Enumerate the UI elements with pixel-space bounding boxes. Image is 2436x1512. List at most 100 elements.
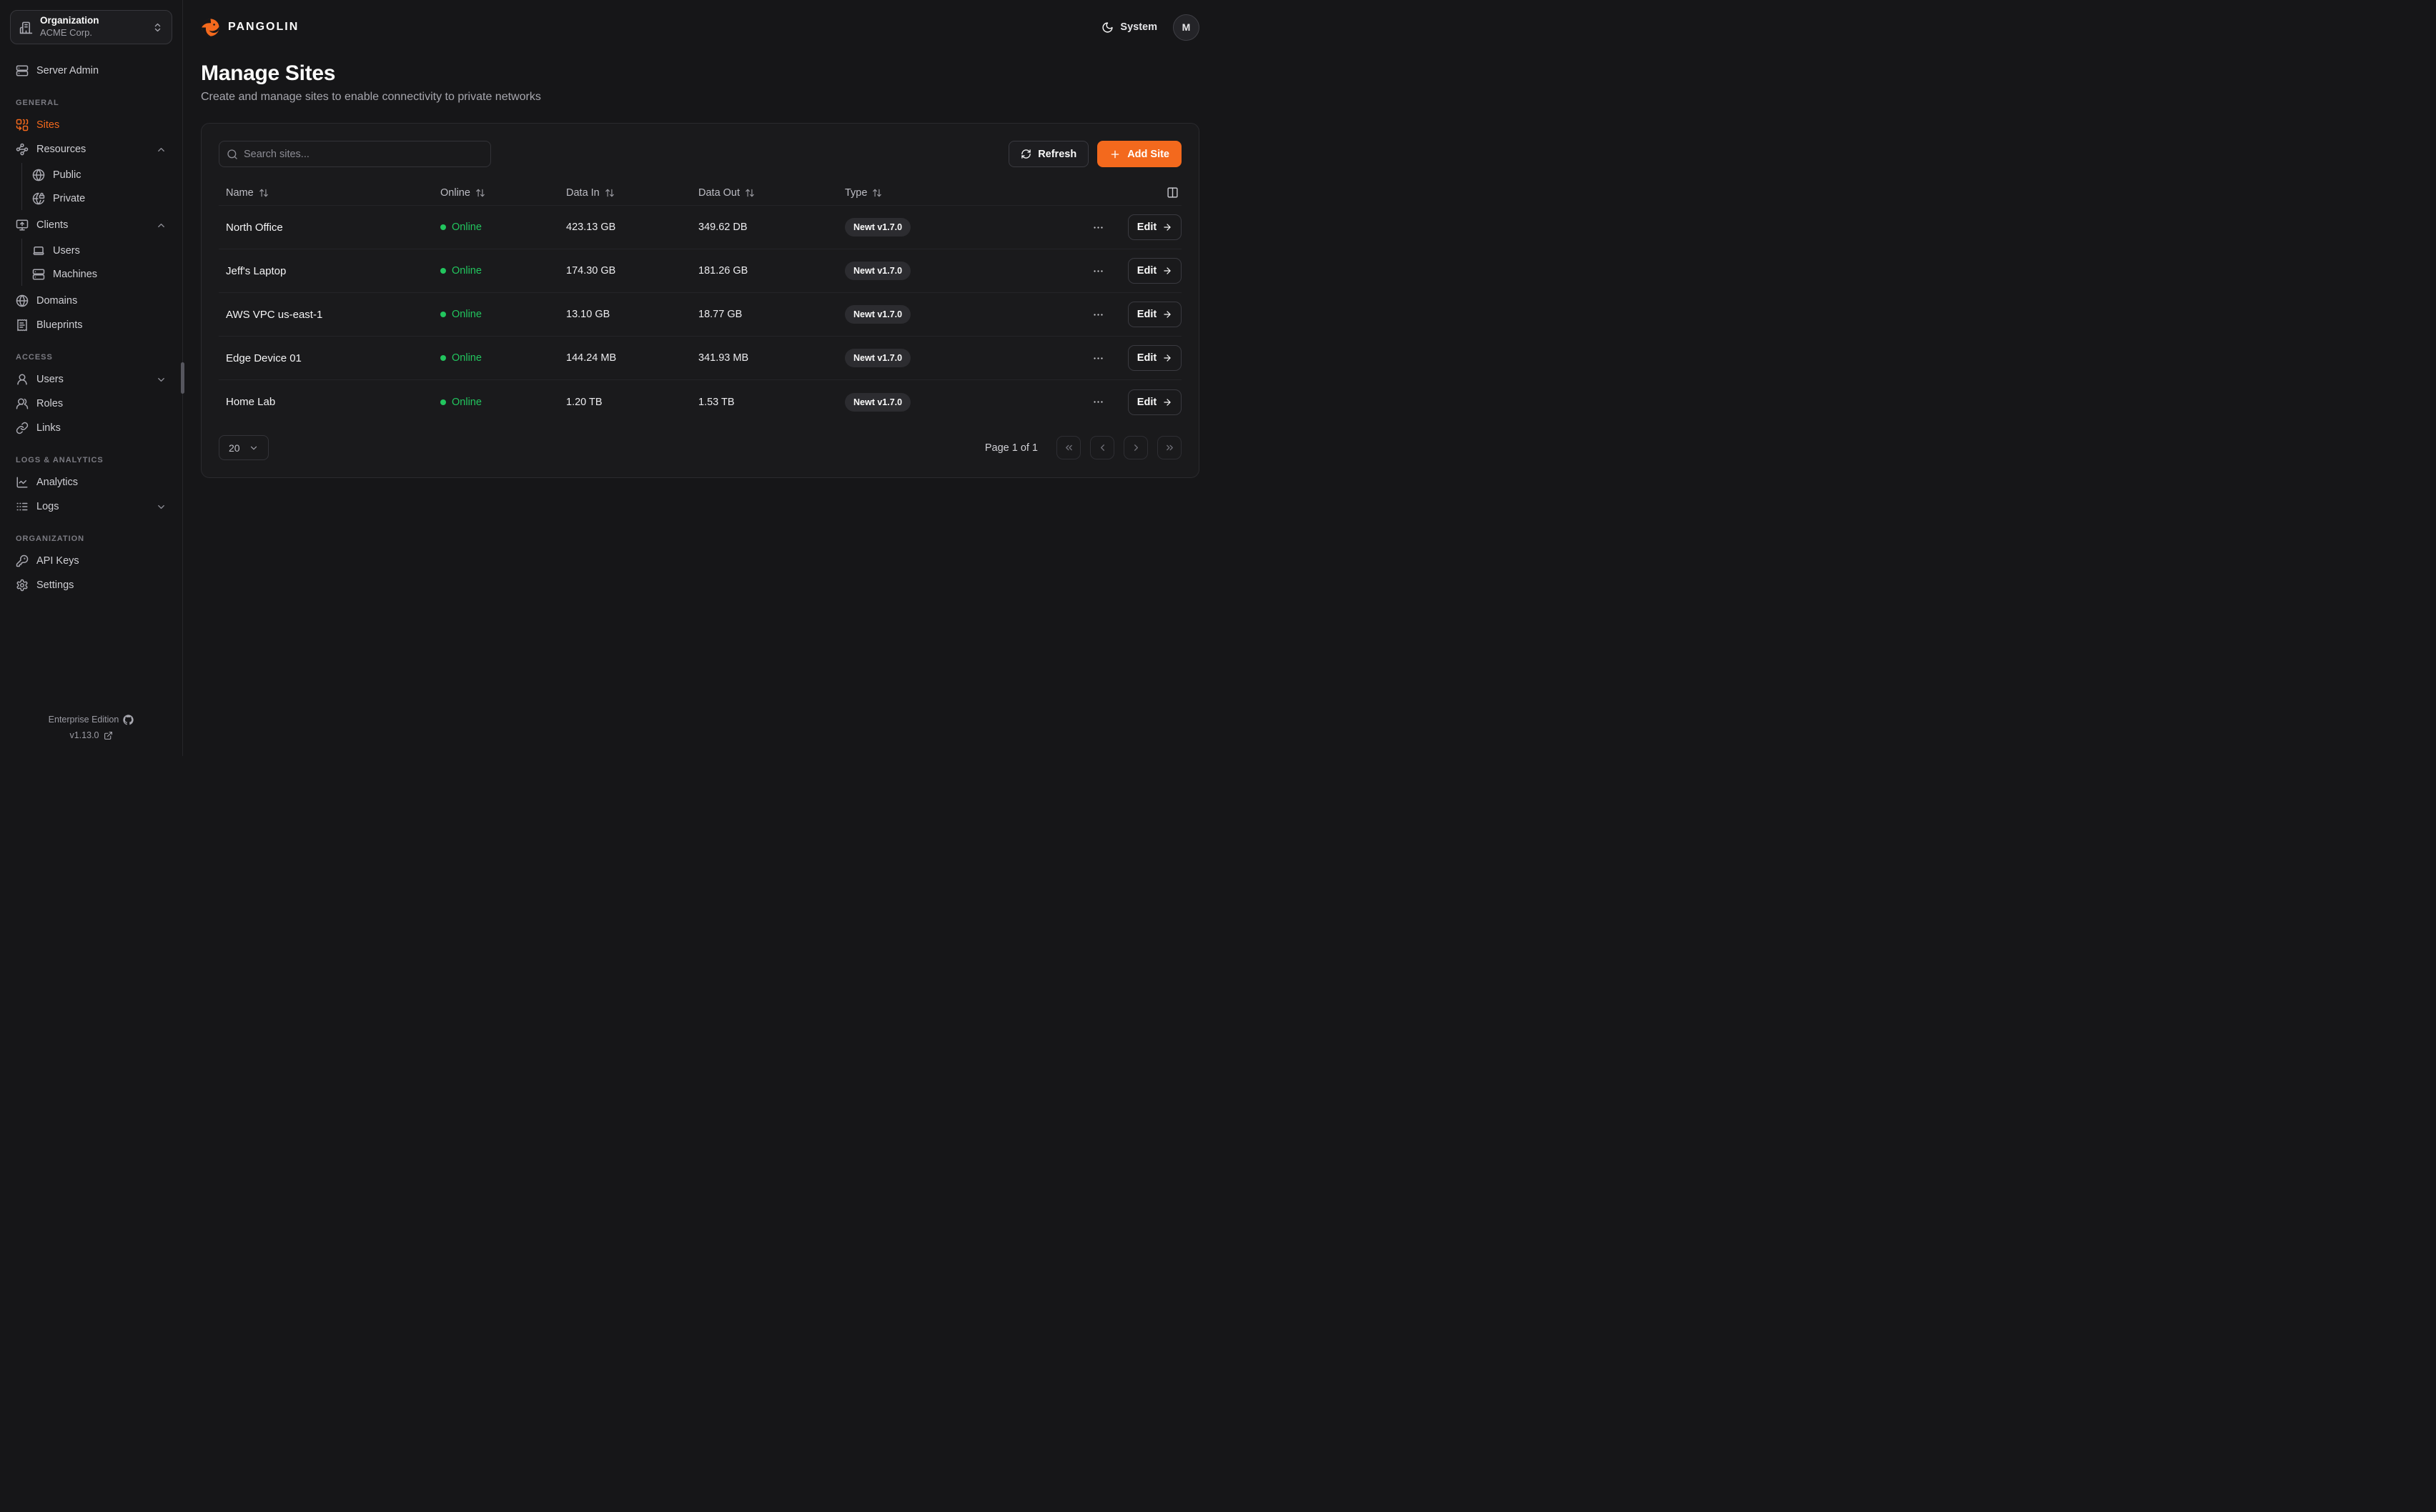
page-info: Page 1 of 1 — [984, 442, 1038, 454]
refresh-button[interactable]: Refresh — [1009, 141, 1089, 167]
column-header-data-in[interactable]: Data In — [566, 187, 698, 199]
sites-table: Name Online Data In Data Out Type — [219, 180, 1182, 424]
status-badge: Online — [452, 309, 482, 320]
data-out-value: 1.53 TB — [698, 396, 735, 408]
column-header-data-out[interactable]: Data Out — [698, 187, 845, 199]
sidebar-item-machines[interactable]: Machines — [26, 262, 172, 286]
arrow-right-icon — [1162, 353, 1172, 363]
edit-button[interactable]: Edit — [1128, 389, 1182, 415]
page-size-value: 20 — [229, 442, 240, 454]
edit-button[interactable]: Edit — [1128, 345, 1182, 371]
sidebar-item-label: Resources — [36, 144, 86, 155]
site-name: Jeff's Laptop — [226, 264, 287, 277]
sidebar-item-label: Settings — [36, 580, 74, 591]
sidebar-nav: Server Admin GENERAL Sites Resources P — [10, 59, 172, 597]
last-page-button[interactable] — [1157, 436, 1182, 459]
theme-toggle[interactable]: System — [1101, 21, 1157, 34]
server-icon — [16, 64, 29, 77]
sidebar-item-label: Roles — [36, 398, 64, 409]
sidebar-item-roles[interactable]: Roles — [10, 392, 172, 416]
globe-icon — [32, 169, 45, 181]
arrow-right-icon — [1162, 397, 1172, 407]
data-out-value: 18.77 GB — [698, 309, 743, 320]
data-out-value: 349.62 DB — [698, 222, 748, 233]
table-row: Edge Device 01 Online 144.24 MB 341.93 M… — [219, 337, 1182, 380]
sidebar-item-label: API Keys — [36, 555, 79, 567]
chevron-up-icon — [156, 220, 167, 231]
sidebar-item-blueprints[interactable]: Blueprints — [10, 313, 172, 337]
type-badge: Newt v1.7.0 — [845, 262, 911, 280]
org-switcher[interactable]: Organization ACME Corp. — [10, 10, 172, 44]
key-icon — [16, 554, 29, 567]
waypoints-icon — [16, 143, 29, 156]
edit-button[interactable]: Edit — [1128, 258, 1182, 284]
column-header-online[interactable]: Online — [440, 187, 566, 199]
refresh-icon — [1021, 149, 1031, 159]
sidebar-item-public[interactable]: Public — [26, 163, 172, 186]
sidebar-item-api-keys[interactable]: API Keys — [10, 549, 172, 573]
chevrons-left-icon — [1065, 444, 1072, 451]
table-footer: 20 Page 1 of 1 — [219, 435, 1182, 460]
sidebar-item-clients-users[interactable]: Users — [26, 239, 172, 262]
sidebar-item-clients[interactable]: Clients — [10, 213, 172, 237]
sidebar-item-logs[interactable]: Logs — [10, 494, 172, 519]
previous-page-button[interactable] — [1090, 436, 1114, 459]
column-header-name[interactable]: Name — [219, 187, 440, 199]
edit-button[interactable]: Edit — [1128, 302, 1182, 327]
edit-button[interactable]: Edit — [1128, 214, 1182, 240]
external-link-icon[interactable] — [104, 731, 113, 740]
status-badge: Online — [452, 352, 482, 364]
next-page-button[interactable] — [1124, 436, 1148, 459]
row-menu-button[interactable] — [1087, 217, 1109, 238]
status-badge: Online — [452, 265, 482, 277]
columns-toggle-icon[interactable] — [1164, 184, 1182, 202]
sidebar-item-resources[interactable]: Resources — [10, 137, 172, 161]
chevron-right-icon — [1134, 444, 1138, 451]
sidebar-item-settings[interactable]: Settings — [10, 573, 172, 597]
sidebar-item-domains[interactable]: Domains — [10, 289, 172, 313]
chevron-down-icon — [156, 374, 167, 385]
org-switcher-value: ACME Corp. — [40, 27, 92, 39]
chevron-down-icon — [249, 443, 259, 453]
site-name: North Office — [226, 221, 283, 234]
moon-icon — [1101, 21, 1114, 34]
github-icon[interactable] — [123, 714, 134, 725]
site-name: AWS VPC us-east-1 — [226, 308, 323, 321]
brand[interactable]: PANGOLIN — [200, 17, 299, 38]
add-site-label: Add Site — [1127, 148, 1169, 160]
type-badge: Newt v1.7.0 — [845, 392, 911, 412]
sort-icon — [745, 188, 755, 198]
data-in-value: 144.24 MB — [566, 352, 617, 364]
sidebar-heading-access: ACCESS — [16, 353, 53, 362]
sidebar-item-links[interactable]: Links — [10, 416, 172, 440]
row-menu-button[interactable] — [1087, 260, 1109, 282]
sidebar-item-private[interactable]: Private — [26, 186, 172, 210]
sidebar-item-users[interactable]: Users — [10, 367, 172, 392]
row-menu-button[interactable] — [1087, 304, 1109, 325]
sidebar-item-sites[interactable]: Sites — [10, 113, 172, 137]
table-row: North Office Online 423.13 GB 349.62 DB … — [219, 206, 1182, 249]
page-size-select[interactable]: 20 — [219, 435, 269, 460]
search-input[interactable] — [219, 141, 491, 167]
data-in-value: 1.20 TB — [566, 396, 603, 408]
add-site-button[interactable]: Add Site — [1097, 141, 1182, 167]
topbar: PANGOLIN System M — [183, 0, 1218, 54]
page-header: Manage Sites Create and manage sites to … — [183, 54, 1218, 104]
page-subtitle: Create and manage sites to enable connec… — [201, 91, 541, 103]
sidebar-item-server-admin[interactable]: Server Admin — [10, 59, 172, 83]
row-menu-button[interactable] — [1087, 392, 1109, 413]
avatar[interactable]: M — [1173, 14, 1199, 41]
sidebar-item-analytics[interactable]: Analytics — [10, 470, 172, 494]
table-row: AWS VPC us-east-1 Online 13.10 GB 18.77 … — [219, 293, 1182, 337]
sidebar-footer: Enterprise Edition v1.13.0 — [10, 712, 172, 743]
sites-toolbar: Refresh Add Site — [219, 141, 1182, 167]
version-label[interactable]: v1.13.0 — [69, 730, 99, 740]
sidebar-item-label: Private — [53, 192, 86, 204]
sort-icon — [475, 188, 485, 198]
column-header-type[interactable]: Type — [845, 187, 1087, 199]
data-out-value: 341.93 MB — [698, 352, 749, 364]
sidebar-resize-handle[interactable] — [181, 362, 184, 394]
chevron-down-icon — [156, 502, 167, 512]
first-page-button[interactable] — [1056, 436, 1081, 459]
row-menu-button[interactable] — [1087, 347, 1109, 369]
